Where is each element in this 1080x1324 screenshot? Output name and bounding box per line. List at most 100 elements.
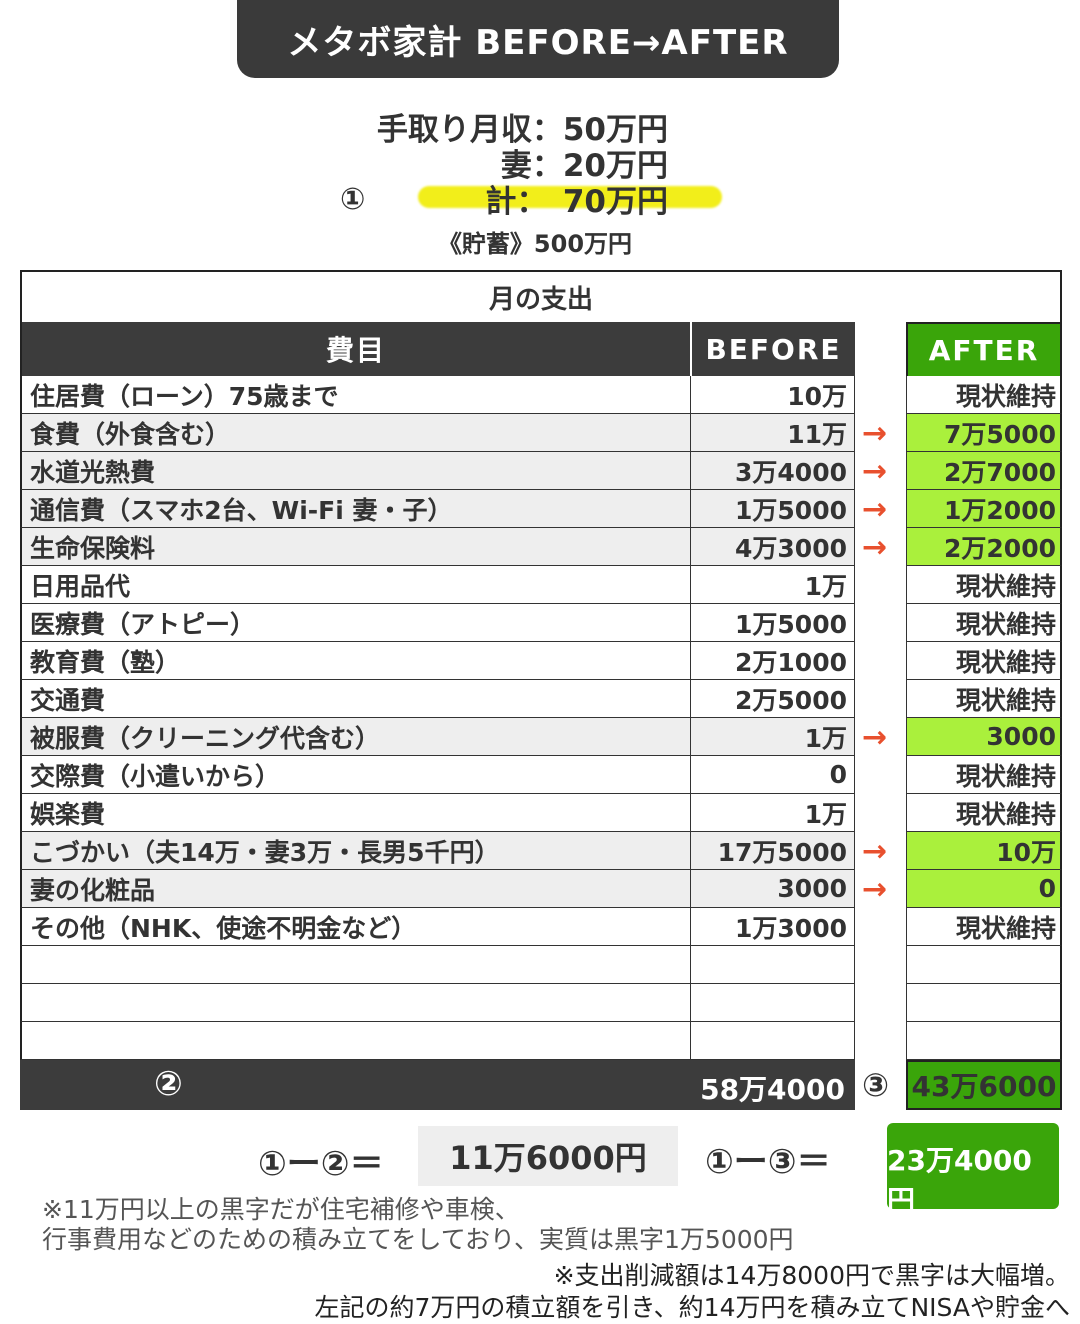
table-row: 教育費（塾） 2万1000 現状維持 [0, 642, 1080, 680]
arrow-right-icon: → [862, 720, 888, 755]
total-before: 58万4000 [700, 1073, 845, 1106]
arrow-right-icon: → [862, 492, 888, 527]
table-row: 日用品代 1万 現状維持 [0, 566, 1080, 604]
table-row: 医療費（アトピー） 1万5000 現状維持 [0, 604, 1080, 642]
after-cell: 1万2000 [906, 490, 1062, 528]
after-cell [906, 1022, 1062, 1060]
table-row: 交際費（小遣いから） 0 現状維持 [0, 756, 1080, 794]
after-cell: 現状維持 [906, 642, 1062, 680]
table-row: 通信費（スマホ2台、Wi-Fi 妻・子） 1万5000 1万2000 → [0, 490, 1080, 528]
before-cell [690, 946, 855, 984]
after-cell: 現状維持 [906, 680, 1062, 718]
before-cell: 10万 [690, 376, 855, 414]
after-cell: 2万2000 [906, 528, 1062, 566]
before-cell: 2万1000 [690, 642, 855, 680]
table-caption: 月の支出 [20, 270, 1062, 323]
after-cell: 0 [906, 870, 1062, 908]
after-cell: 現状維持 [906, 566, 1062, 604]
note-2-line-1: ※支出削減額は14万8000円で黒字は大幅増。 [553, 1261, 1070, 1290]
header-item: 費目 [20, 322, 690, 376]
after-cell: 現状維持 [906, 794, 1062, 832]
income-husband: 手取り月収：50万円 [376, 112, 668, 148]
table-row [0, 984, 1080, 1022]
after-cell: 現状維持 [906, 908, 1062, 946]
item-cell: その他（NHK、使途不明金など） [20, 908, 691, 946]
arrow-right-icon: → [862, 454, 888, 489]
before-cell: 3万4000 [690, 452, 855, 490]
table-row: 住居費（ローン）75歳まで 10万 現状維持 [0, 376, 1080, 414]
total-after: 43万6000 [906, 1060, 1062, 1110]
item-cell: 水道光熱費 [20, 452, 691, 490]
item-cell: 教育費（塾） [20, 642, 691, 680]
before-cell [690, 984, 855, 1022]
before-cell: 11万 [690, 414, 855, 452]
item-cell: 娯楽費 [20, 794, 691, 832]
marker-1: ① [340, 182, 366, 217]
before-cell: 1万 [690, 718, 855, 756]
savings: 《貯蓄》500万円 [437, 230, 633, 258]
before-cell: 17万5000 [690, 832, 855, 870]
header-before: BEFORE [690, 322, 855, 376]
item-cell: 被服費（クリーニング代含む） [20, 718, 691, 756]
marker-2: ② [154, 1064, 183, 1104]
income-wife: 妻：20万円 [500, 148, 668, 184]
after-cell [906, 946, 1062, 984]
item-cell: 食費（外食含む） [20, 414, 691, 452]
note-2-line-2: 左記の約7万円の積立額を引き、約14万円を積み立てNISAや貯金へ [314, 1293, 1070, 1322]
table-row: 妻の化粧品 3000 0 → [0, 870, 1080, 908]
item-cell: 妻の化粧品 [20, 870, 691, 908]
before-cell: 1万 [690, 566, 855, 604]
before-cell: 1万5000 [690, 490, 855, 528]
arrow-right-icon: → [862, 834, 888, 869]
equation-1: ①ー②＝ [258, 1144, 384, 1184]
note-1-line-2: 行事費用などのための積み立てをしており、実質は黒字1万5000円 [42, 1225, 794, 1254]
before-cell: 4万3000 [690, 528, 855, 566]
before-cell: 1万 [690, 794, 855, 832]
after-cell: 現状維持 [906, 756, 1062, 794]
equation-2: ①ー③＝ [705, 1142, 831, 1182]
item-cell: 住居費（ローン）75歳まで [20, 376, 691, 414]
surplus-after: 23万4000円 [887, 1123, 1059, 1217]
after-cell: 現状維持 [906, 376, 1062, 414]
after-cell: 2万7000 [906, 452, 1062, 490]
before-cell: 0 [690, 756, 855, 794]
item-cell [20, 1022, 691, 1060]
item-cell [20, 946, 691, 984]
table-row: 水道光熱費 3万4000 2万7000 → [0, 452, 1080, 490]
table-row: 交通費 2万5000 現状維持 [0, 680, 1080, 718]
marker-3: ③ [862, 1066, 890, 1104]
before-cell [690, 1022, 855, 1060]
item-cell [20, 984, 691, 1022]
note-1-line-1: ※11万円以上の黒字だが住宅補修や車検、 [42, 1195, 520, 1224]
item-cell: 日用品代 [20, 566, 691, 604]
header-after: AFTER [906, 322, 1062, 376]
before-cell: 1万3000 [690, 908, 855, 946]
item-cell: こづかい（夫14万・妻3万・長男5千円） [20, 832, 691, 870]
table-row [0, 946, 1080, 984]
item-cell: 通信費（スマホ2台、Wi-Fi 妻・子） [20, 490, 691, 528]
before-cell: 3000 [690, 870, 855, 908]
item-cell: 交際費（小遣いから） [20, 756, 691, 794]
item-cell: 交通費 [20, 680, 691, 718]
table-row: 娯楽費 1万 現状維持 [0, 794, 1080, 832]
arrow-right-icon: → [862, 530, 888, 565]
before-cell: 2万5000 [690, 680, 855, 718]
after-cell: 10万 [906, 832, 1062, 870]
arrow-right-icon: → [862, 416, 888, 451]
table-row: 食費（外食含む） 11万 7万5000 → [0, 414, 1080, 452]
before-cell: 1万5000 [690, 604, 855, 642]
after-cell: 7万5000 [906, 414, 1062, 452]
table-row: 被服費（クリーニング代含む） 1万 3000 → [0, 718, 1080, 756]
total-row: ② 58万4000 [20, 1060, 855, 1110]
highlight-marker [418, 186, 722, 208]
after-cell: 3000 [906, 718, 1062, 756]
table-row: こづかい（夫14万・妻3万・長男5千円） 17万5000 10万 → [0, 832, 1080, 870]
table-row: その他（NHK、使途不明金など） 1万3000 現状維持 [0, 908, 1080, 946]
after-cell [906, 984, 1062, 1022]
item-cell: 生命保険料 [20, 528, 691, 566]
arrow-right-icon: → [862, 872, 888, 907]
income-total: 計： 70万円 [485, 184, 668, 220]
surplus-before: 11万6000円 [418, 1126, 678, 1186]
after-cell: 現状維持 [906, 604, 1062, 642]
page-title: メタボ家計 BEFORE→AFTER [237, 0, 839, 78]
